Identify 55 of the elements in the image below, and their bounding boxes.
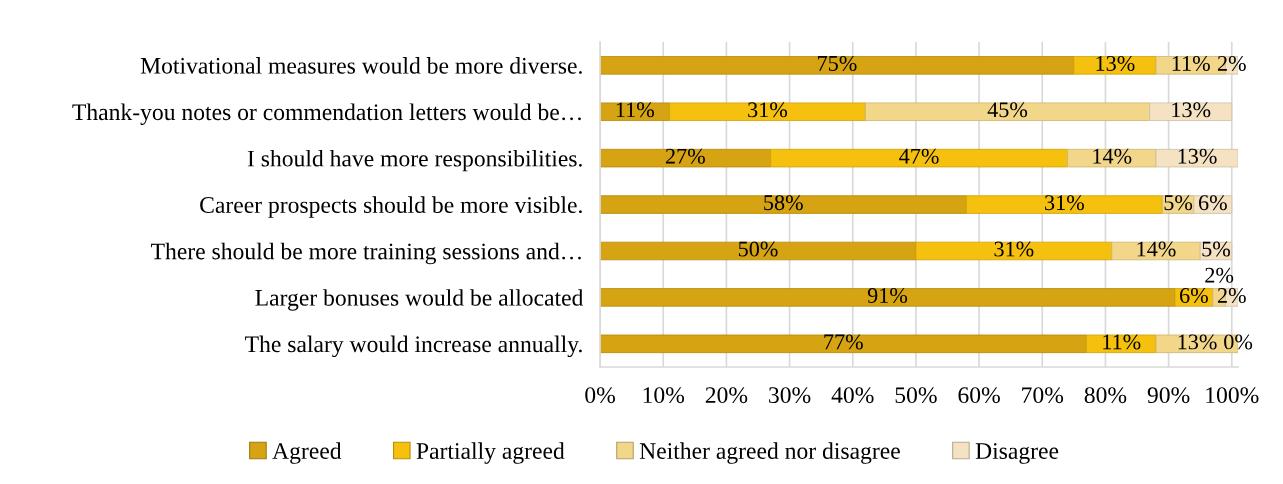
data-label: 31% <box>748 102 788 118</box>
x-tick-label: 30% <box>769 387 811 404</box>
y-tick-label: There should be more training sessions and… <box>151 242 581 265</box>
y-tick-label: Thank-you notes or commendation letters would be… <box>72 103 581 126</box>
data-label: 6% <box>1180 287 1208 304</box>
y-tick-label: Motivational measures would be more diverse. <box>140 57 582 74</box>
data-label: 31% <box>994 241 1034 257</box>
x-tick-label: 60% <box>958 387 1000 404</box>
y-tick-label: The salary would increase annually. <box>245 335 582 358</box>
data-label: 47% <box>899 148 939 164</box>
data-label: 45% <box>987 102 1028 118</box>
data-label: 5% <box>1202 241 1231 257</box>
data-label: 5% <box>1164 195 1193 211</box>
data-label: 13% <box>1172 102 1211 118</box>
bar <box>1155 148 1239 168</box>
x-tick-label: 90% <box>1147 387 1190 404</box>
y-tick-label: Career prospects should be more visible. <box>200 196 582 218</box>
bar <box>1149 102 1233 121</box>
x-tick-label: 100% <box>1206 387 1259 404</box>
x-tick-label: 10% <box>643 387 685 404</box>
x-tick-label: 50% <box>895 387 937 404</box>
y-tick-label: I should have more responsibilities. <box>247 149 582 172</box>
legend-label: Partially agreed <box>416 442 565 464</box>
data-label: 0% <box>1224 334 1253 350</box>
data-label: 77% <box>824 334 863 350</box>
data-label: 75% <box>818 55 857 71</box>
x-tick-label: 0% <box>585 387 615 404</box>
legend-label: Disagree <box>975 443 1059 464</box>
data-label: 6% <box>1198 195 1227 211</box>
x-tick-label: 80% <box>1084 387 1127 404</box>
data-label: 11% <box>616 102 654 118</box>
data-label: 13% <box>1096 55 1135 71</box>
x-tick-label: 70% <box>1022 387 1064 404</box>
y-tick-label: Larger bonuses would be allocated <box>255 289 584 311</box>
data-label: 13% <box>1178 148 1217 164</box>
data-label: 13% <box>1178 334 1217 350</box>
x-tick-label: 20% <box>705 387 748 404</box>
bar <box>1067 148 1157 168</box>
data-label: 27% <box>665 148 705 164</box>
bar <box>864 102 1151 121</box>
data-label: 14% <box>1137 241 1176 257</box>
bar <box>1111 241 1201 261</box>
data-label: 2% <box>1217 287 1246 304</box>
data-label: 31% <box>1045 195 1084 211</box>
data-label: 11% <box>1172 55 1210 71</box>
data-label: 11% <box>1103 334 1141 350</box>
data-label: 2% <box>1205 267 1234 283</box>
data-label: 91% <box>867 287 908 304</box>
x-tick-label: 40% <box>831 387 874 404</box>
data-label: 58% <box>764 195 803 211</box>
data-label: 14% <box>1093 148 1132 164</box>
data-label: 2% <box>1217 55 1246 71</box>
data-label: 50% <box>738 241 778 257</box>
legend-label: Agreed <box>272 442 342 464</box>
legend-label: Neither agreed nor disagree <box>639 442 900 464</box>
